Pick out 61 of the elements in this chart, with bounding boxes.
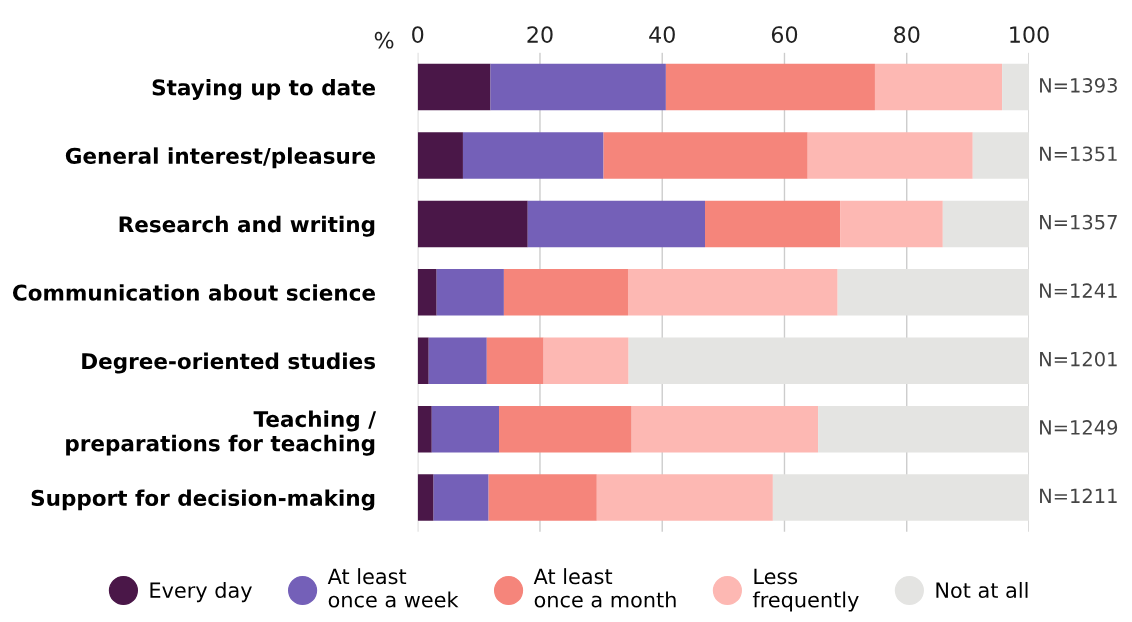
- legend-label: At least once a week: [327, 568, 459, 608]
- bar: [436, 269, 504, 316]
- bar: [627, 269, 838, 316]
- x-tick-label: 80: [894, 26, 920, 44]
- text: N=1201: [1040, 351, 1117, 367]
- bar: [417, 474, 434, 521]
- y-tick-label: Support for decision-making: [31, 489, 375, 511]
- text: N=1249: [1040, 420, 1118, 435]
- x-tick-label: 40: [649, 26, 675, 44]
- bar: [417, 63, 491, 111]
- bar: [972, 132, 1029, 179]
- bar: [527, 200, 706, 248]
- bar: [503, 269, 628, 316]
- bar: [840, 200, 943, 248]
- bar: [807, 132, 973, 179]
- bar: [433, 474, 489, 521]
- bar: [490, 63, 666, 111]
- bar: [665, 63, 875, 111]
- bar: [596, 474, 773, 521]
- y-tick-label: General interest/pleasure: [65, 147, 375, 169]
- bar: [431, 405, 500, 453]
- y-tick-label: Communication about science: [12, 284, 375, 301]
- text: N=1357: [1040, 214, 1117, 230]
- bar: [603, 132, 808, 179]
- bar: [705, 200, 841, 248]
- x-tick-label: 60: [771, 26, 798, 44]
- y-tick-label: Teaching / preparations for teaching: [66, 410, 377, 456]
- text: N=1241: [1040, 283, 1117, 298]
- bar: [942, 200, 1029, 248]
- bar: [417, 132, 463, 179]
- bar: [417, 405, 432, 453]
- bar: [417, 200, 528, 248]
- text: N=1351: [1040, 146, 1117, 162]
- bar: [837, 269, 1029, 316]
- x-tick-label: 0: [412, 26, 424, 44]
- bar: [628, 337, 1029, 385]
- bar: [874, 63, 1003, 111]
- x-tick-label: 100: [1010, 26, 1049, 44]
- y-tick-label: Research and writing: [119, 215, 375, 237]
- bar: [428, 337, 487, 385]
- bar: [772, 474, 1029, 521]
- bar: [488, 474, 597, 521]
- bar: [818, 405, 1029, 453]
- text: N=1393: [1040, 78, 1117, 93]
- x-axis-title: %: [374, 31, 394, 49]
- x-tick-label: 20: [527, 26, 553, 44]
- bar: [417, 337, 429, 385]
- bar: [486, 337, 544, 385]
- y-tick-label: Staying up to date: [152, 78, 376, 100]
- text: N=1211: [1040, 488, 1117, 503]
- bar: [631, 405, 819, 453]
- bar: [1002, 63, 1029, 111]
- y-tick-label: Degree-oriented studies: [82, 352, 376, 374]
- legend-label: At least once a month: [533, 568, 676, 608]
- bar: [462, 132, 604, 179]
- legend-label: Not at all: [936, 581, 1028, 599]
- bar: [417, 269, 437, 316]
- legend-label: Less frequently: [752, 568, 859, 612]
- legend-label: Every day: [150, 581, 252, 603]
- bar: [543, 337, 629, 385]
- bar: [499, 405, 632, 453]
